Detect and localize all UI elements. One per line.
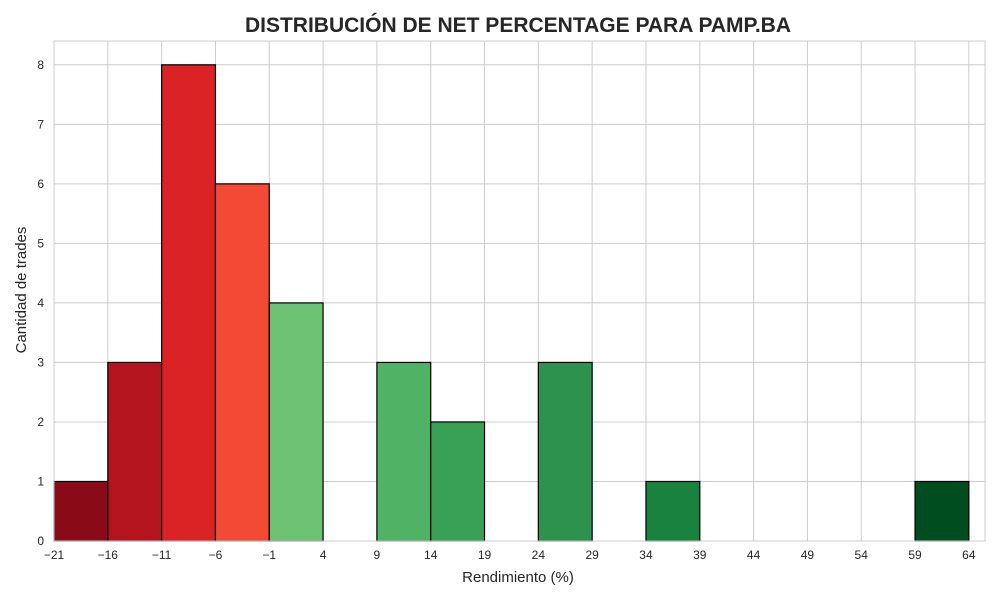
x-tick-label: 44 [747,548,761,562]
x-tick-label: 34 [639,548,653,562]
x-tick-label: 9 [374,548,381,562]
y-tick-label: 7 [37,117,44,131]
x-tick-label: 39 [693,548,707,562]
x-tick-label: 14 [424,548,438,562]
chart-title: DISTRIBUCIÓN DE NET PERCENTAGE PARA PAMP… [245,13,791,37]
y-tick-label: 1 [37,474,44,488]
histogram-bar [430,421,486,542]
y-tick-label: 4 [37,296,44,310]
y-tick-label: 3 [37,355,44,369]
y-tick-label: 6 [37,177,44,191]
x-tick-label: 64 [962,548,976,562]
x-tick-label: 59 [908,548,922,562]
y-tick-label: 8 [37,58,44,72]
x-tick-label: −21 [44,548,65,562]
x-tick-label: 49 [801,548,815,562]
histogram-bar [914,480,970,542]
x-axis-label: Rendimiento (%) [462,569,574,586]
x-tick-label: −1 [262,548,276,562]
y-tick-label: 2 [37,415,44,429]
x-tick-label: 54 [855,548,869,562]
histogram-bar [268,302,324,542]
histogram-bar [645,480,701,542]
x-tick-label: 4 [320,548,327,562]
histogram-bar [161,64,217,542]
plot-frame [53,40,986,542]
histogram-bar [537,361,593,542]
grid [53,41,985,542]
y-tick-label: 5 [37,236,44,250]
x-tick-label: −6 [209,548,223,562]
x-tick-label: 29 [585,548,599,562]
histogram-bar [376,361,432,542]
histogram-bar [53,480,109,542]
histogram-bar [107,361,163,542]
y-axis-label: Cantidad de trades [13,227,30,354]
y-tick-label: 0 [37,534,44,548]
x-tick-label: 24 [532,548,546,562]
x-tick-label: −11 [152,548,172,562]
y-tick-labels: 0 1 2 3 4 5 6 7 8 [37,58,44,548]
x-tick-labels: −21 −16 −11 −6 −1 4 9 14 19 24 29 34 39 44 49 54 59 64 [44,548,976,562]
bars [53,64,970,542]
histogram-bar [214,183,270,542]
x-tick-label: −16 [98,548,119,562]
x-tick-label: 19 [478,548,492,562]
